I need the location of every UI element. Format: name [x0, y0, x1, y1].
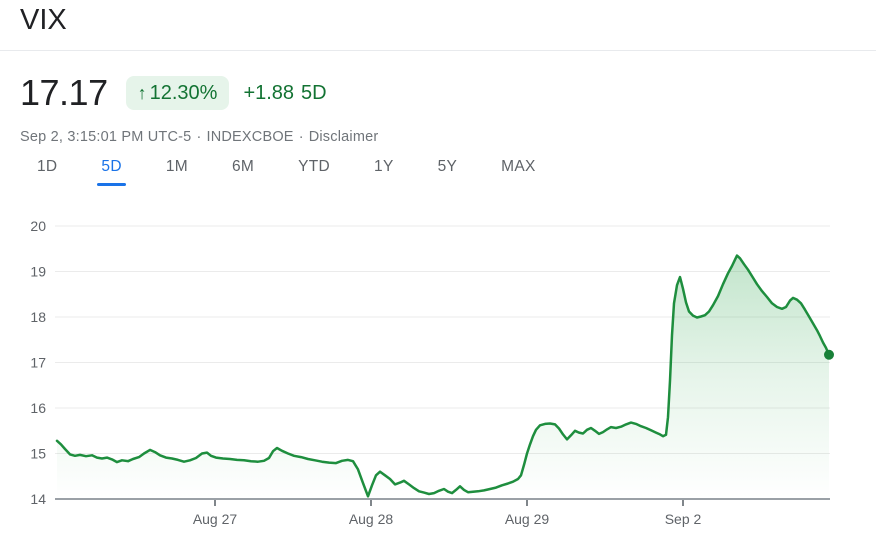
x-axis-label: Sep 2 — [665, 511, 702, 527]
tab-5y[interactable]: 5Y — [437, 158, 459, 186]
disclaimer-link[interactable]: Disclaimer — [308, 129, 379, 145]
header-divider — [0, 50, 876, 51]
page-title: VIX — [20, 4, 67, 36]
change-period-label: 5D — [301, 81, 327, 104]
arrow-up-icon: ↑ — [137, 83, 147, 103]
y-axis-label: 20 — [30, 218, 46, 234]
separator-dot: · — [298, 129, 304, 145]
change-absolute-value: +1.88 — [243, 81, 295, 104]
change-percent-badge: ↑ 12.30% — [125, 76, 230, 110]
area-fill — [57, 255, 829, 499]
time-range-tabs: 1D 5D 1M 6M YTD 1Y 5Y MAX — [36, 158, 537, 186]
tab-1d[interactable]: 1D — [36, 158, 58, 186]
last-price-dot — [824, 349, 834, 360]
quote-meta-line: Sep 2, 3:15:01 PM UTC-5 · INDEXCBOE · Discla… — [20, 129, 378, 145]
x-axis-label: Aug 28 — [349, 511, 394, 527]
y-axis-label: 19 — [30, 264, 46, 280]
tab-5d[interactable]: 5D — [97, 158, 127, 186]
y-axis-label: 14 — [30, 491, 46, 507]
tab-max[interactable]: MAX — [500, 158, 537, 186]
tab-1m[interactable]: 1M — [165, 158, 189, 186]
x-axis-label: Aug 27 — [193, 511, 238, 527]
exchange-name: INDEXCBOE — [206, 129, 294, 145]
y-axis-label: 16 — [30, 400, 46, 416]
timestamp: Sep 2, 3:15:01 PM UTC-5 — [20, 129, 192, 145]
separator-dot: · — [196, 129, 202, 145]
change-percent-value: 12.30% — [149, 82, 218, 104]
price-line — [55, 254, 831, 498]
change-summary: +1.88 5D — [243, 82, 326, 105]
x-axis-label: Aug 29 — [505, 511, 550, 527]
tab-6m[interactable]: 6M — [231, 158, 255, 186]
tab-ytd[interactable]: YTD — [297, 158, 331, 186]
current-price: 17.17 — [20, 72, 108, 113]
y-axis-label: 17 — [30, 355, 46, 371]
y-axis-label: 18 — [30, 309, 46, 325]
tab-1y[interactable]: 1Y — [373, 158, 395, 186]
y-axis-label: 15 — [30, 446, 46, 462]
quote-row: 17.17 ↑ 12.30% +1.88 5D — [20, 72, 327, 114]
price-chart[interactable]: 20 19 18 17 16 15 14 Aug 27 Aug 28 Aug 29 Sep 2 — [0, 210, 876, 553]
